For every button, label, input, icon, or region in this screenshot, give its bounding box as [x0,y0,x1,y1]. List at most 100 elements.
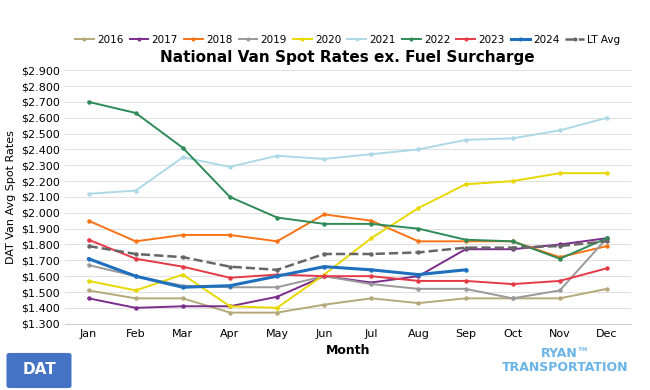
2019 [509,296,517,301]
Line: 2017: 2017 [86,236,609,310]
Line: LT Avg: LT Avg [86,239,609,272]
2017 [273,294,281,299]
2020 [84,278,92,283]
2024 [415,272,422,277]
2022 [320,222,328,226]
2019 [415,287,422,291]
2019 [603,236,611,241]
2018 [509,239,517,244]
2020 [132,288,140,293]
2022 [84,99,92,104]
2016 [415,301,422,305]
2019 [556,288,564,293]
2020 [462,182,469,186]
2019 [462,287,469,291]
2021 [179,155,187,160]
Line: 2024: 2024 [86,257,468,289]
LT Avg [603,239,611,244]
LT Avg [320,252,328,256]
2021 [226,165,234,169]
2021 [320,157,328,161]
Line: 2023: 2023 [86,238,609,286]
LT Avg [226,264,234,269]
2018 [179,232,187,237]
2021 [556,128,564,133]
2018 [462,239,469,244]
Y-axis label: DAT Van Avg Spot Rates: DAT Van Avg Spot Rates [6,130,16,264]
2017 [226,304,234,308]
2019 [367,282,375,286]
Text: RYAN™
TRANSPORTATION: RYAN™ TRANSPORTATION [502,347,629,374]
2022 [273,215,281,220]
2021 [415,147,422,152]
2016 [226,310,234,315]
2023 [603,266,611,271]
2020 [556,171,564,176]
2019 [226,285,234,290]
2016 [462,296,469,301]
LT Avg [462,245,469,250]
2020 [320,272,328,277]
2020 [273,305,281,310]
2023 [179,264,187,269]
2016 [556,296,564,301]
2019 [84,263,92,268]
LT Avg [509,245,517,250]
2016 [367,296,375,301]
LT Avg [273,268,281,272]
Line: 2016: 2016 [86,287,609,315]
2023 [320,274,328,278]
2022 [132,111,140,115]
2016 [509,296,517,301]
2017 [84,296,92,301]
2017 [367,280,375,285]
2017 [462,247,469,252]
2023 [415,278,422,283]
2018 [556,255,564,259]
2024 [132,274,140,278]
X-axis label: Month: Month [326,344,370,357]
2017 [179,304,187,308]
2020 [179,272,187,277]
2023 [556,278,564,283]
2022 [556,256,564,261]
LT Avg [556,244,564,248]
2022 [367,222,375,226]
2022 [179,145,187,150]
2021 [509,136,517,141]
2016 [84,288,92,293]
2021 [603,115,611,120]
2024 [367,268,375,272]
2020 [367,236,375,241]
2023 [273,272,281,277]
2017 [415,274,422,278]
2020 [509,179,517,183]
2023 [509,282,517,286]
LT Avg [415,250,422,255]
2024 [226,283,234,288]
Line: 2021: 2021 [86,115,609,196]
FancyBboxPatch shape [6,353,72,388]
2016 [132,296,140,301]
2017 [509,247,517,252]
2018 [132,239,140,244]
2022 [603,236,611,241]
2021 [273,153,281,158]
Line: 2019: 2019 [86,236,609,301]
2018 [367,218,375,223]
2022 [226,195,234,199]
LT Avg [367,252,375,256]
2017 [603,236,611,241]
2024 [84,256,92,261]
2018 [415,239,422,244]
2021 [462,138,469,142]
2019 [132,274,140,278]
2023 [367,274,375,278]
2023 [226,275,234,280]
Line: 2022: 2022 [86,100,609,261]
2020 [226,304,234,308]
Text: DAT: DAT [22,362,56,377]
2020 [415,206,422,210]
2016 [603,287,611,291]
2018 [84,218,92,223]
